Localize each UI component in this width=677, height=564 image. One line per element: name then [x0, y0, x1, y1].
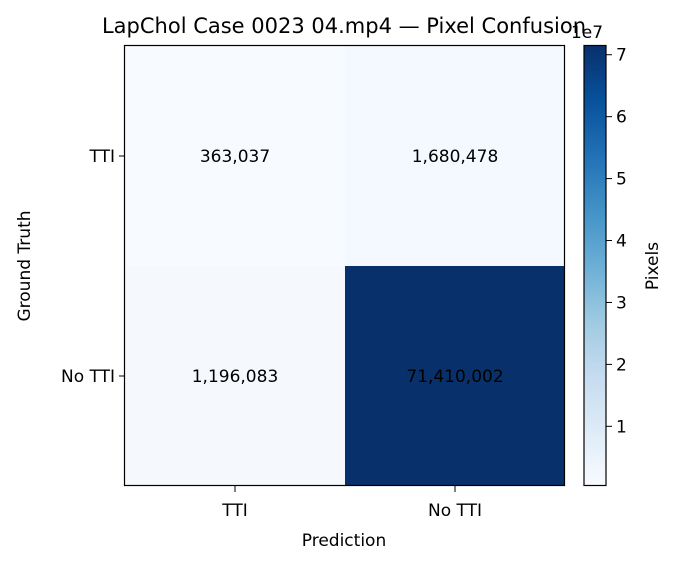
cell-value-label-1-0: 1,196,083 [192, 367, 279, 387]
heatmap-cell-0-0 [125, 46, 345, 266]
colorbar-frame [583, 44, 607, 487]
y-tick-label-1: No TTI [61, 367, 115, 387]
y-tick-label-0: TTI [89, 147, 115, 167]
colorbar-tick-label-4: 5 [616, 170, 627, 190]
colorbar-tick-label-0: 1 [616, 417, 627, 437]
cell-value-label-0-1: 1,680,478 [412, 147, 499, 167]
colorbar-offset-label: 1e7 [571, 23, 603, 43]
plot-frame [123, 44, 566, 487]
heatmap-cell-0-1 [345, 46, 565, 266]
cell-value-label-1-1: 71,410,002 [406, 367, 503, 387]
heatmap-cell-1-0 [125, 266, 345, 486]
x-tick-label-0: TTI [221, 501, 247, 521]
y-axis-label: Ground Truth [15, 210, 35, 321]
colorbar: 1 2 3 4 5 6 7 1e7 Pixels [571, 23, 663, 487]
cell-value-label-0-0: 363,037 [200, 147, 270, 167]
heatmap-cell-1-1 [345, 266, 565, 486]
colorbar-label: Pixels [643, 242, 663, 290]
y-axis: TTI No TTI [61, 147, 125, 387]
x-axis-label: Prediction [302, 531, 386, 551]
colorbar-ticks: 1 2 3 4 5 6 7 [606, 46, 627, 437]
colorbar-tick-label-1: 2 [616, 355, 627, 375]
heatmap-cells [125, 46, 565, 486]
colorbar-gradient [584, 45, 606, 486]
chart-title: LapChol Case 0023 04.mp4 — Pixel Confusi… [102, 14, 586, 38]
colorbar-tick-label-5: 6 [616, 108, 627, 128]
colorbar-tick-label-3: 4 [616, 232, 627, 252]
x-axis: TTI No TTI [221, 486, 482, 521]
colorbar-tick-label-6: 7 [616, 46, 627, 66]
colorbar-tick-label-2: 3 [616, 293, 627, 313]
x-tick-label-1: No TTI [428, 501, 482, 521]
heatmap-cell-labels: 363,037 1,680,478 1,196,083 71,410,002 [192, 147, 504, 387]
